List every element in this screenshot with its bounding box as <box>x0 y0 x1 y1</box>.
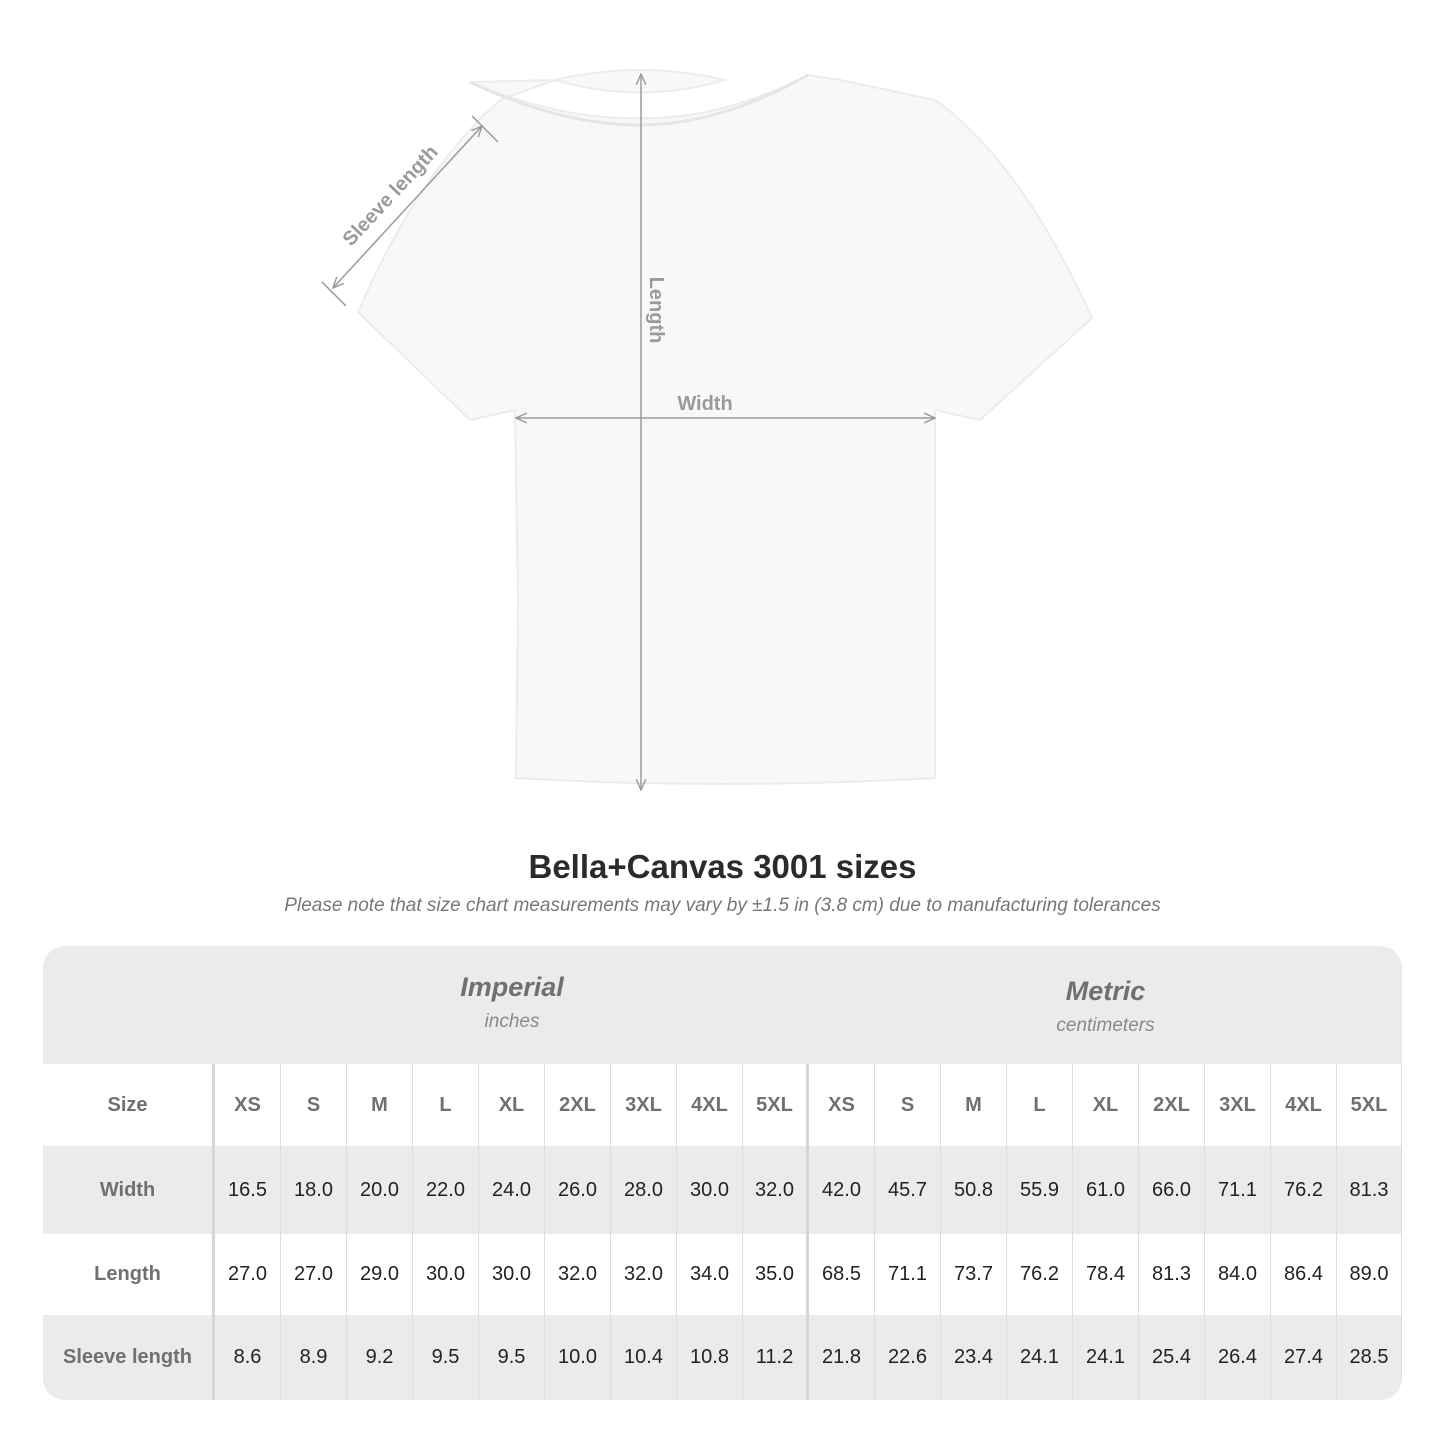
imperial-value-cell: 10.8 <box>677 1315 743 1400</box>
tolerance-note: Please note that size chart measurements… <box>284 895 1161 916</box>
metric-value-cell: 71.1 <box>875 1234 941 1315</box>
row-label: Length <box>43 1234 215 1315</box>
imperial-value-cell: 32.0 <box>743 1146 809 1234</box>
imperial-unit: inches <box>484 1011 540 1032</box>
metric-value-cell: 28.5 <box>1337 1315 1402 1400</box>
imperial-value-cell: 34.0 <box>677 1234 743 1315</box>
metric-value-cell: 71.1 <box>1205 1146 1271 1234</box>
size-header-cell: XL <box>479 1064 545 1146</box>
metric-value-cell: 50.8 <box>941 1146 1007 1234</box>
imperial-value-cell: 10.4 <box>611 1315 677 1400</box>
width-label: Width <box>677 393 732 415</box>
size-header-cell: 4XL <box>1271 1064 1337 1146</box>
imperial-value-cell: 30.0 <box>677 1146 743 1234</box>
row-label: Size <box>43 1064 215 1146</box>
metric-value-cell: 26.4 <box>1205 1315 1271 1400</box>
imperial-value-cell: 28.0 <box>611 1146 677 1234</box>
size-header-cell: XL <box>1073 1064 1139 1146</box>
metric-header: Metric centimeters <box>809 946 1402 1064</box>
metric-value-cell: 86.4 <box>1271 1234 1337 1315</box>
size-header-cell: XS <box>809 1064 875 1146</box>
size-header-cell: 2XL <box>1139 1064 1205 1146</box>
metric-value-cell: 78.4 <box>1073 1234 1139 1315</box>
imperial-value-cell: 20.0 <box>347 1146 413 1234</box>
imperial-value-cell: 32.0 <box>611 1234 677 1315</box>
imperial-value-cell: 9.5 <box>413 1315 479 1400</box>
imperial-value-cell: 29.0 <box>347 1234 413 1315</box>
size-header-cell: 2XL <box>545 1064 611 1146</box>
metric-value-cell: 23.4 <box>941 1315 1007 1400</box>
size-header-cell: L <box>413 1064 479 1146</box>
imperial-value-cell: 30.0 <box>413 1234 479 1315</box>
imperial-value-cell: 11.2 <box>743 1315 809 1400</box>
metric-value-cell: 76.2 <box>1271 1146 1337 1234</box>
size-header-cell: 3XL <box>611 1064 677 1146</box>
metric-value-cell: 55.9 <box>1007 1146 1073 1234</box>
tshirt-shape <box>356 69 1094 785</box>
row-label: Sleeve length <box>43 1315 215 1400</box>
imperial-value-cell: 16.5 <box>215 1146 281 1234</box>
metric-value-cell: 61.0 <box>1073 1146 1139 1234</box>
metric-value-cell: 66.0 <box>1139 1146 1205 1234</box>
imperial-value-cell: 24.0 <box>479 1146 545 1234</box>
imperial-title: Imperial <box>460 972 564 1002</box>
size-header-cell: L <box>1007 1064 1073 1146</box>
sleeve-arrow <box>333 126 482 288</box>
metric-value-cell: 76.2 <box>1007 1234 1073 1315</box>
metric-value-cell: 24.1 <box>1073 1315 1139 1400</box>
page-title: Bella+Canvas 3001 sizes <box>528 848 917 885</box>
metric-title: Metric <box>1065 976 1146 1006</box>
size-table: Imperial inches Metric centimeters Size X… <box>43 946 1402 1400</box>
size-header-cell: S <box>875 1064 941 1146</box>
size-header-row: Size XS S M L XL 2XL 3XL 4XL 5XL XS S M L XL 2XL 3XL 4XL 5… <box>43 1064 1402 1146</box>
imperial-value-cell: 22.0 <box>413 1146 479 1234</box>
tshirt-diagram: Sleeve length Length Width <box>321 69 1094 820</box>
imperial-header: Imperial inches <box>215 946 809 1064</box>
size-header-cell: XS <box>215 1064 281 1146</box>
size-header-cell: M <box>347 1064 413 1146</box>
table-row: Length 27.0 27.0 29.0 30.0 30.0 32.0 32.0 34.0 35… <box>43 1234 1402 1315</box>
size-header-cell: S <box>281 1064 347 1146</box>
length-label: Length <box>645 277 667 344</box>
imperial-value-cell: 8.6 <box>215 1315 281 1400</box>
imperial-value-cell: 9.5 <box>479 1315 545 1400</box>
metric-value-cell: 89.0 <box>1337 1234 1402 1315</box>
metric-value-cell: 42.0 <box>809 1146 875 1234</box>
table-row: Sleeve length 8.6 8.9 9.2 9.5 9.5 10.0 10.4 10.8… <box>43 1315 1402 1400</box>
imperial-value-cell: 9.2 <box>347 1315 413 1400</box>
metric-value-cell: 81.3 <box>1139 1234 1205 1315</box>
size-header-cell: 5XL <box>743 1064 809 1146</box>
metric-value-cell: 73.7 <box>941 1234 1007 1315</box>
imperial-value-cell: 30.0 <box>479 1234 545 1315</box>
metric-value-cell: 84.0 <box>1205 1234 1271 1315</box>
imperial-value-cell: 27.0 <box>215 1234 281 1315</box>
size-header-cell: M <box>941 1064 1007 1146</box>
size-header-cell: 4XL <box>677 1064 743 1146</box>
table-row: Width 16.5 18.0 20.0 22.0 24.0 26.0 28.0 30.0 32.… <box>43 1146 1402 1234</box>
metric-value-cell: 25.4 <box>1139 1315 1205 1400</box>
metric-value-cell: 81.3 <box>1337 1146 1402 1234</box>
metric-value-cell: 27.4 <box>1271 1315 1337 1400</box>
metric-value-cell: 21.8 <box>809 1315 875 1400</box>
metric-unit: centimeters <box>1056 1015 1155 1036</box>
imperial-value-cell: 18.0 <box>281 1146 347 1234</box>
imperial-value-cell: 32.0 <box>545 1234 611 1315</box>
imperial-value-cell: 35.0 <box>743 1234 809 1315</box>
size-header-cell: 5XL <box>1337 1064 1402 1146</box>
imperial-value-cell: 26.0 <box>545 1146 611 1234</box>
metric-value-cell: 45.7 <box>875 1146 941 1234</box>
imperial-value-cell: 27.0 <box>281 1234 347 1315</box>
metric-value-cell: 22.6 <box>875 1315 941 1400</box>
row-label: Width <box>43 1146 215 1234</box>
metric-value-cell: 24.1 <box>1007 1315 1073 1400</box>
size-header-cell: 3XL <box>1205 1064 1271 1146</box>
metric-value-cell: 68.5 <box>809 1234 875 1315</box>
imperial-value-cell: 10.0 <box>545 1315 611 1400</box>
imperial-value-cell: 8.9 <box>281 1315 347 1400</box>
